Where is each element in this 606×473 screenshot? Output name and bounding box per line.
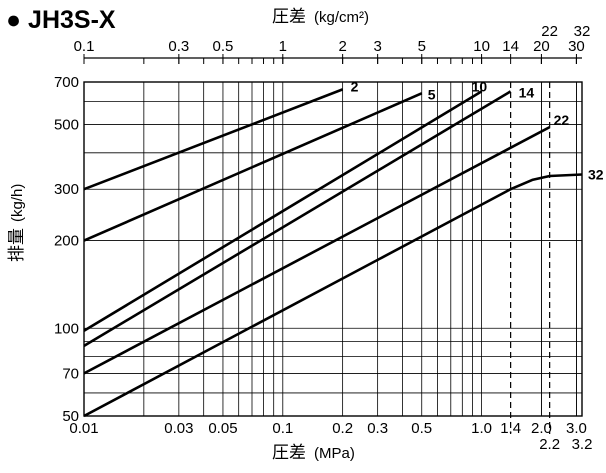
top-axis-tick-label: 14: [502, 38, 519, 55]
bottom-axis-tick-label: 1.4: [500, 420, 521, 437]
y-axis-tick-label: 100: [54, 320, 79, 337]
y-axis-tick-label: 70: [62, 365, 79, 382]
y-axis-title-group: 排量 (kg/h): [7, 184, 26, 262]
bottom-axis-tick-label: 0.01: [69, 420, 98, 437]
series-lines: [83, 88, 583, 418]
series-line-5: [83, 92, 423, 242]
bottom-axis-unit: (MPa): [314, 445, 355, 462]
chart-title: ● JH3S-X: [6, 6, 116, 34]
y-axis-tick-label: 300: [54, 181, 79, 198]
top-axis-tick-label: 30: [568, 38, 585, 55]
series-line-22: [83, 125, 551, 375]
series-line-14: [83, 90, 512, 348]
series-label-2: 2: [351, 78, 359, 94]
bottom-axis-tick-label: 0.05: [208, 420, 237, 437]
series-label-22: 22: [554, 112, 570, 128]
top-axis-tick-label: 0.5: [213, 38, 234, 55]
y-axis-tick-label: 200: [54, 233, 79, 250]
bottom-axis-extra-tick-label: 3.2: [572, 436, 593, 453]
series-label-10: 10: [472, 78, 488, 94]
bottom-axis-tick-label: 0.3: [367, 420, 388, 437]
plot-border: [83, 81, 583, 417]
series-label-32: 32: [588, 167, 604, 183]
series-label-14: 14: [519, 84, 535, 100]
bottom-axis-tick-label: 3.0: [566, 420, 587, 437]
bottom-axis-title: 圧差: [272, 443, 306, 462]
top-axis-tick-label: 0.3: [168, 38, 189, 55]
bottom-axis-tick-label: 2.0: [531, 420, 552, 437]
top-axis-extra-tick-label: 32: [574, 23, 591, 40]
bottom-axis-tick-label: 0.2: [332, 420, 353, 437]
series-line-10: [83, 90, 483, 332]
top-axis-extra-tick-label: 22: [541, 23, 558, 40]
bottom-axis-extra-tick-label: 2.2: [539, 436, 560, 453]
top-axis-tick-label: 20: [533, 38, 550, 55]
series-line-32: [83, 173, 583, 418]
top-axis-tick-label: 3: [373, 38, 381, 55]
y-axis-title: 排量: [7, 228, 26, 262]
bottom-axis-tick-label: 0.03: [164, 420, 193, 437]
top-axis-tick-label: 1: [279, 38, 287, 55]
series-label-5: 5: [428, 86, 436, 102]
bottom-axis-tick-label: 1.0: [471, 420, 492, 437]
y-axis-unit: (kg/h): [9, 184, 26, 222]
y-axis-tick-label: 700: [54, 74, 79, 91]
bottom-axis-tick-label: 0.5: [411, 420, 432, 437]
bottom-axis-tick-label: 0.1: [272, 420, 293, 437]
top-axis-tick-label: 2: [338, 38, 346, 55]
top-axis-tick-label: 0.1: [74, 38, 95, 55]
top-axis-title: 圧差: [272, 7, 306, 26]
labels: 0.1 0.3 0.5 1 2 3 5 10 14 20 30 22 32 0.01 0.03 0.05 0.1…: [6, 6, 604, 462]
top-axis-tick-label: 5: [418, 38, 426, 55]
y-axis-tick-label: 500: [54, 117, 79, 134]
top-axis-unit: (kg/cm²): [314, 9, 369, 26]
top-axis-tick-label: 10: [473, 38, 490, 55]
axes: [83, 54, 583, 417]
y-axis-tick-label: 50: [62, 408, 79, 425]
grid: [83, 81, 583, 434]
series-line-2: [83, 88, 344, 191]
